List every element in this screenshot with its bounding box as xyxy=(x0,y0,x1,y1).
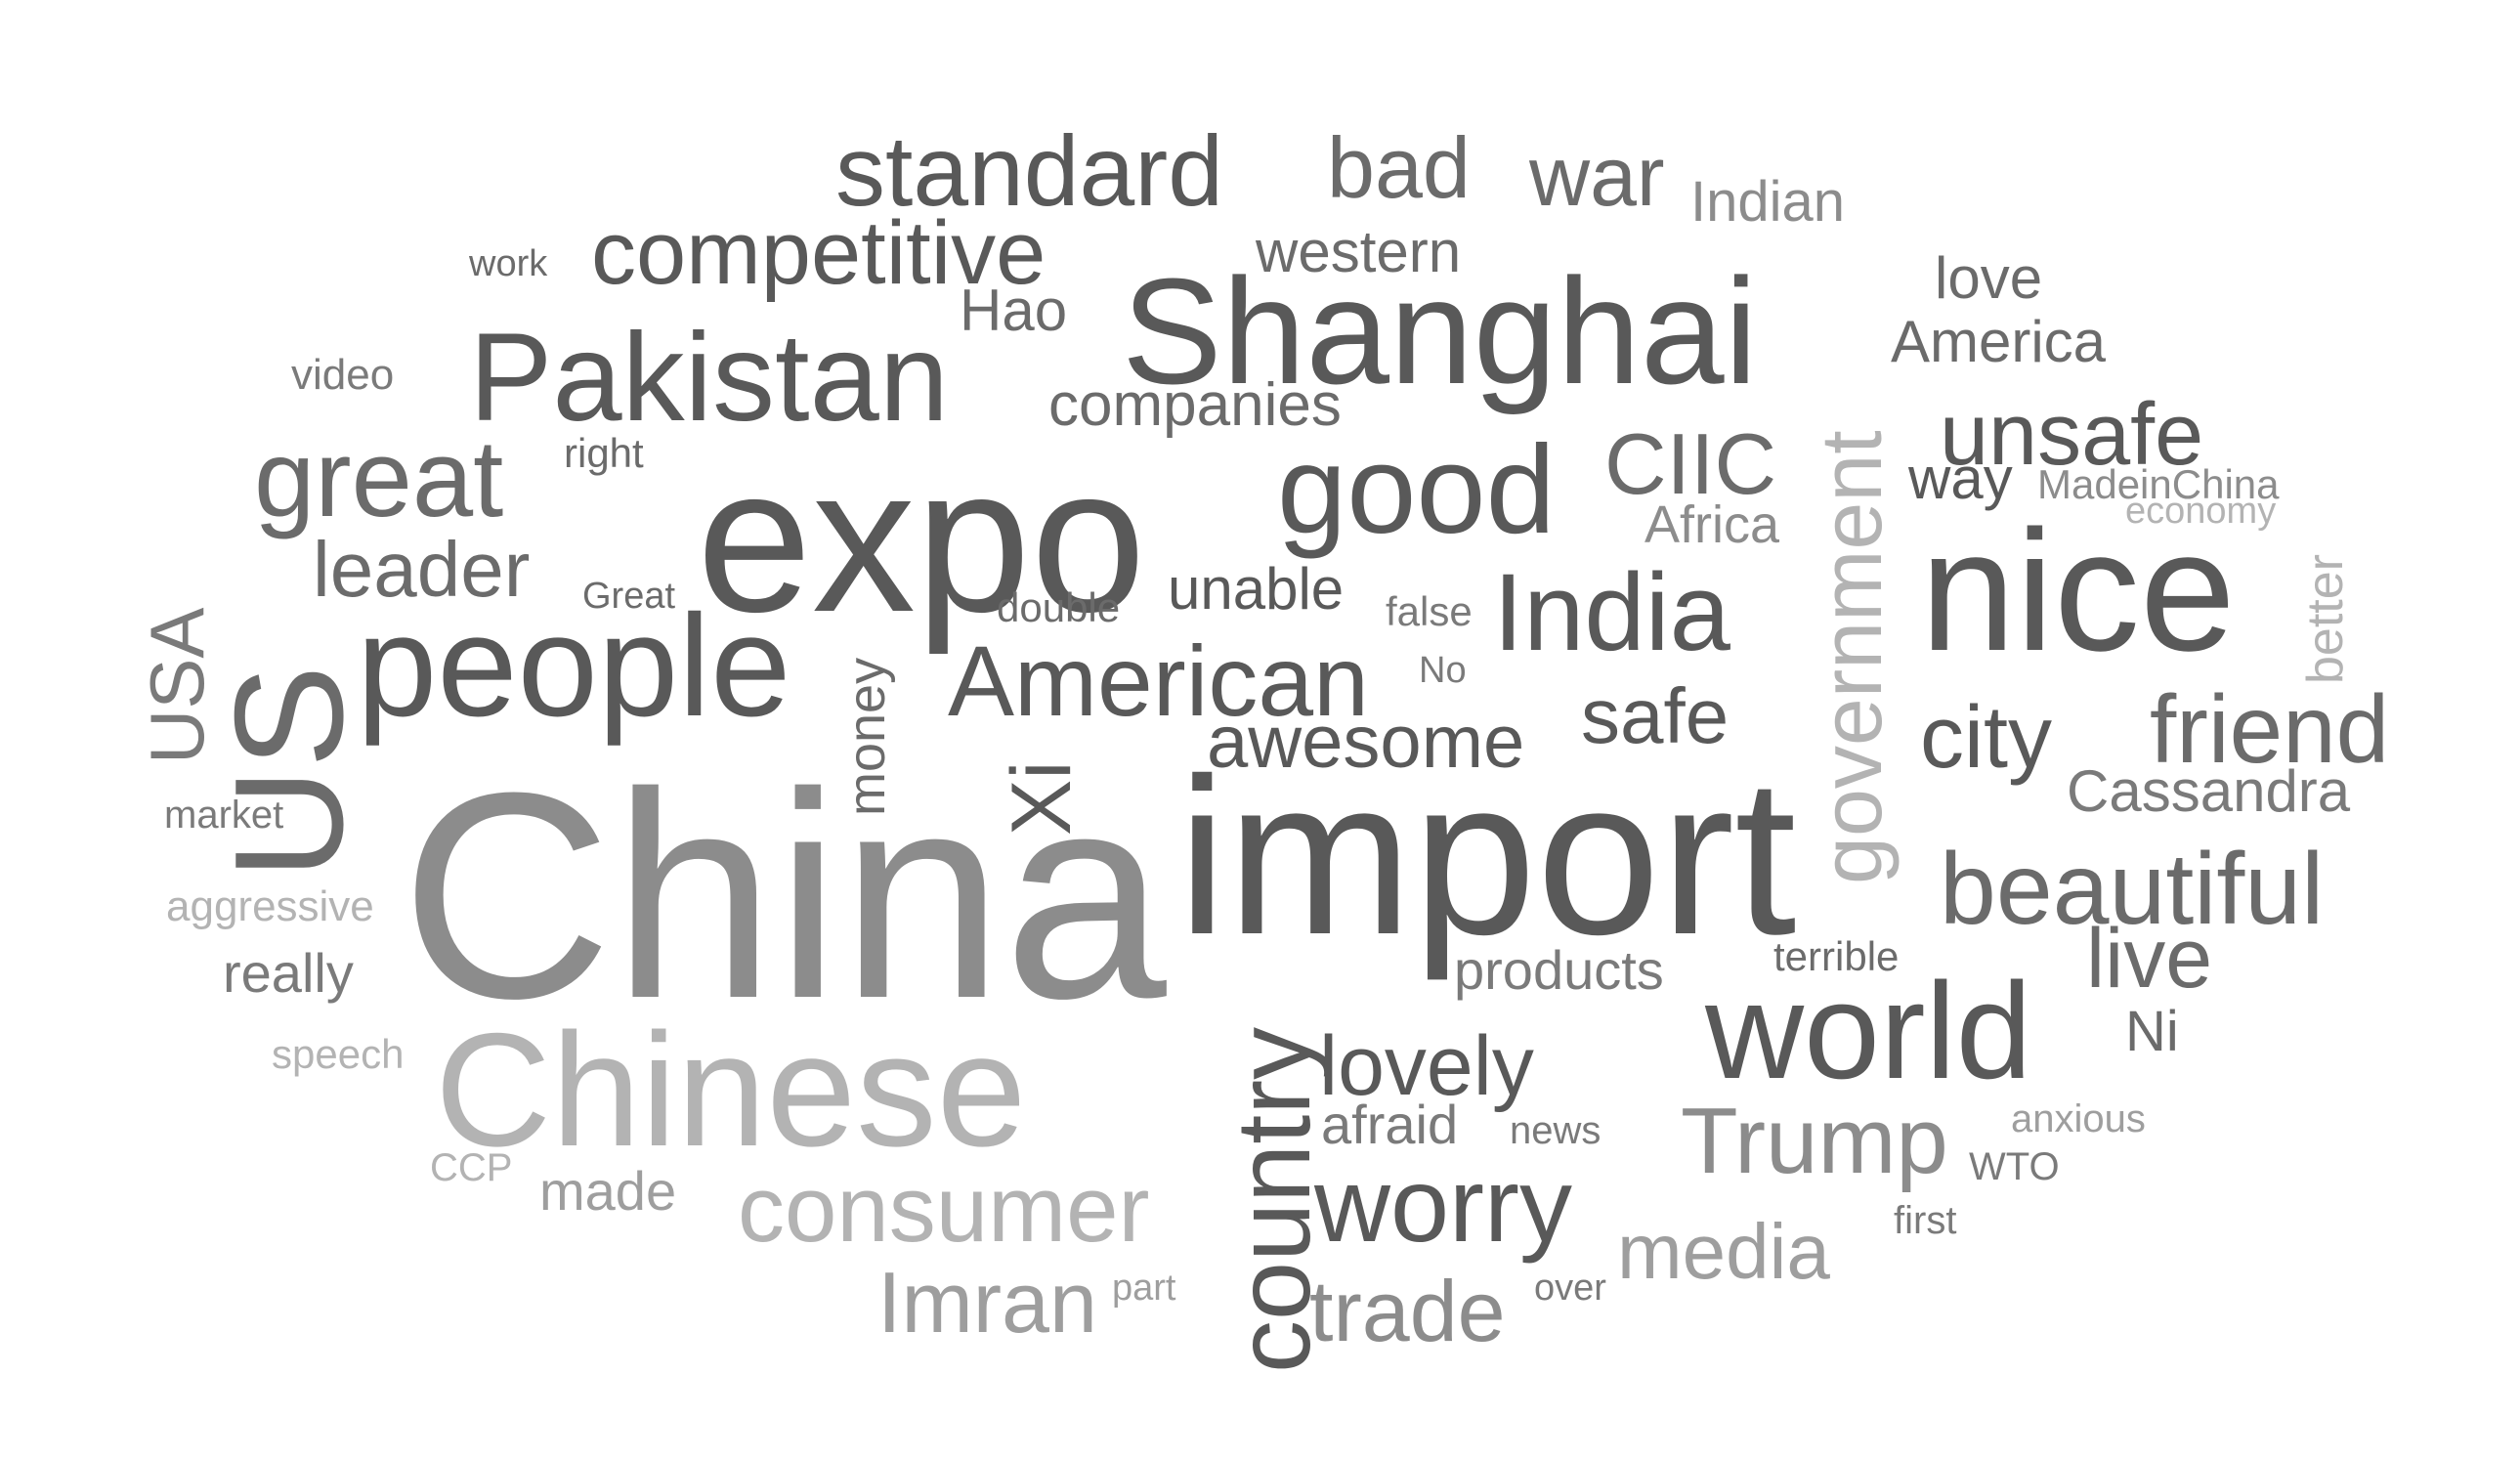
word-nice: nice xyxy=(1920,495,2236,687)
word-india: India xyxy=(1493,551,1731,673)
word-market: market xyxy=(164,794,283,837)
word-city: city xyxy=(1920,689,2052,787)
word-better: better xyxy=(2297,554,2354,684)
word-unable: unable xyxy=(1168,556,1344,622)
word-video: video xyxy=(291,351,394,399)
word-wto: WTO xyxy=(1969,1145,2060,1188)
word-really: really xyxy=(223,942,354,1004)
word-import: import xyxy=(1177,733,1796,981)
word-beautiful: beautiful xyxy=(1940,833,2324,946)
word-aggressive: aggressive xyxy=(166,882,374,930)
word-ni: Ni xyxy=(2125,1000,2179,1063)
word-great-caps: Great xyxy=(582,576,675,617)
word-false: false xyxy=(1386,588,1473,634)
word-unsafe: unsafe xyxy=(1940,386,2203,484)
word-companies: companies xyxy=(1048,371,1342,439)
word-imran: Imran xyxy=(877,1254,1097,1351)
word-first: first xyxy=(1894,1199,1956,1242)
word-pakistan: Pakistan xyxy=(469,308,949,448)
word-money: money xyxy=(837,658,896,816)
word-awesome: awesome xyxy=(1207,701,1524,784)
word-shanghai: Shanghai xyxy=(1122,247,1758,415)
word-worry: worry xyxy=(1313,1145,1572,1264)
word-friend: friend xyxy=(2150,675,2389,783)
word-over: over xyxy=(1534,1268,1606,1309)
word-love: love xyxy=(1935,245,2042,311)
word-american: American xyxy=(948,625,1369,737)
word-africa: Africa xyxy=(1644,495,1780,554)
word-no: No xyxy=(1419,650,1467,691)
word-indian: Indian xyxy=(1690,170,1845,234)
word-consumer: consumer xyxy=(738,1157,1150,1262)
word-right: right xyxy=(564,430,644,476)
word-double: double xyxy=(997,584,1120,630)
word-economy: economy xyxy=(2125,491,2276,532)
word-way: way xyxy=(1907,446,2013,511)
word-part: part xyxy=(1112,1268,1176,1309)
word-cassandra: Cassandra xyxy=(2067,758,2351,824)
word-usa: USA xyxy=(134,608,220,764)
word-trump: Trump xyxy=(1681,1089,1948,1193)
word-world: world xyxy=(1704,954,2032,1107)
word-china: China xyxy=(401,731,1169,1059)
word-afraid: afraid xyxy=(1321,1094,1458,1155)
word-western: western xyxy=(1255,219,1461,284)
word-standard: standard xyxy=(835,115,1223,227)
word-made: made xyxy=(539,1160,676,1222)
word-anxious: anxious xyxy=(2011,1097,2146,1140)
word-speech: speech xyxy=(272,1031,404,1077)
word-good: good xyxy=(1277,420,1556,560)
word-trade: trade xyxy=(1309,1263,1506,1359)
word-chinese: Chinese xyxy=(435,1000,1026,1180)
word-news: news xyxy=(1510,1109,1601,1152)
word-hao: Hao xyxy=(960,278,1067,343)
word-people: people xyxy=(357,585,790,747)
word-bad: bad xyxy=(1327,119,1471,216)
word-terrible: terrible xyxy=(1773,933,1899,979)
word-war: war xyxy=(1528,130,1665,224)
word-america: America xyxy=(1891,309,2107,374)
word-ciic: CIIC xyxy=(1604,415,1776,512)
word-live: live xyxy=(2086,912,2212,1006)
word-expo: expo xyxy=(697,423,1146,655)
word-work: work xyxy=(468,243,548,284)
word-great: great xyxy=(254,417,503,539)
word-madeinchina: MadeinChina xyxy=(2037,461,2280,507)
word-ccp: CCP xyxy=(430,1146,512,1189)
word-country: country xyxy=(1214,1027,1332,1373)
word-competitive: competitive xyxy=(591,203,1046,303)
word-safe: safe xyxy=(1581,672,1729,759)
word-lovely: lovely xyxy=(1319,1019,1534,1113)
word-government: government xyxy=(1803,430,1900,884)
word-us: US xyxy=(203,666,375,881)
word-media: media xyxy=(1617,1208,1830,1295)
word-leader: leader xyxy=(313,526,530,613)
word-xi: Xi xyxy=(995,761,1089,836)
word-products: products xyxy=(1454,939,1664,1001)
